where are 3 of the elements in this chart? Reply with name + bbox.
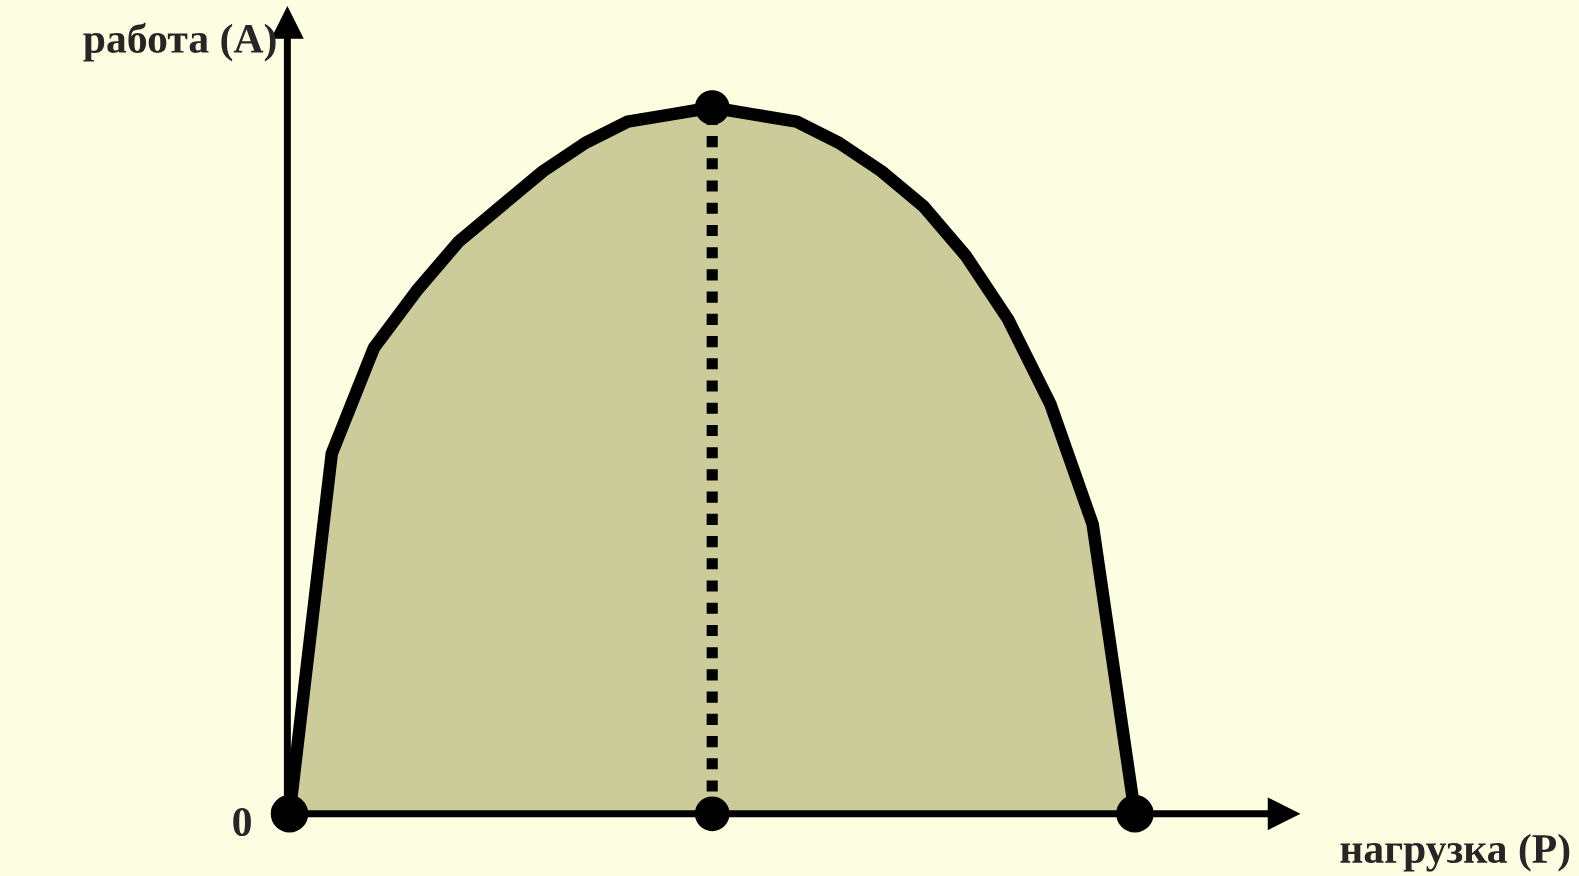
- text: 0: [233, 807, 251, 837]
- x-axis-title: нагрузка (P): [1340, 833, 1570, 872]
- y-axis-title: работа (A): [83, 22, 276, 62]
